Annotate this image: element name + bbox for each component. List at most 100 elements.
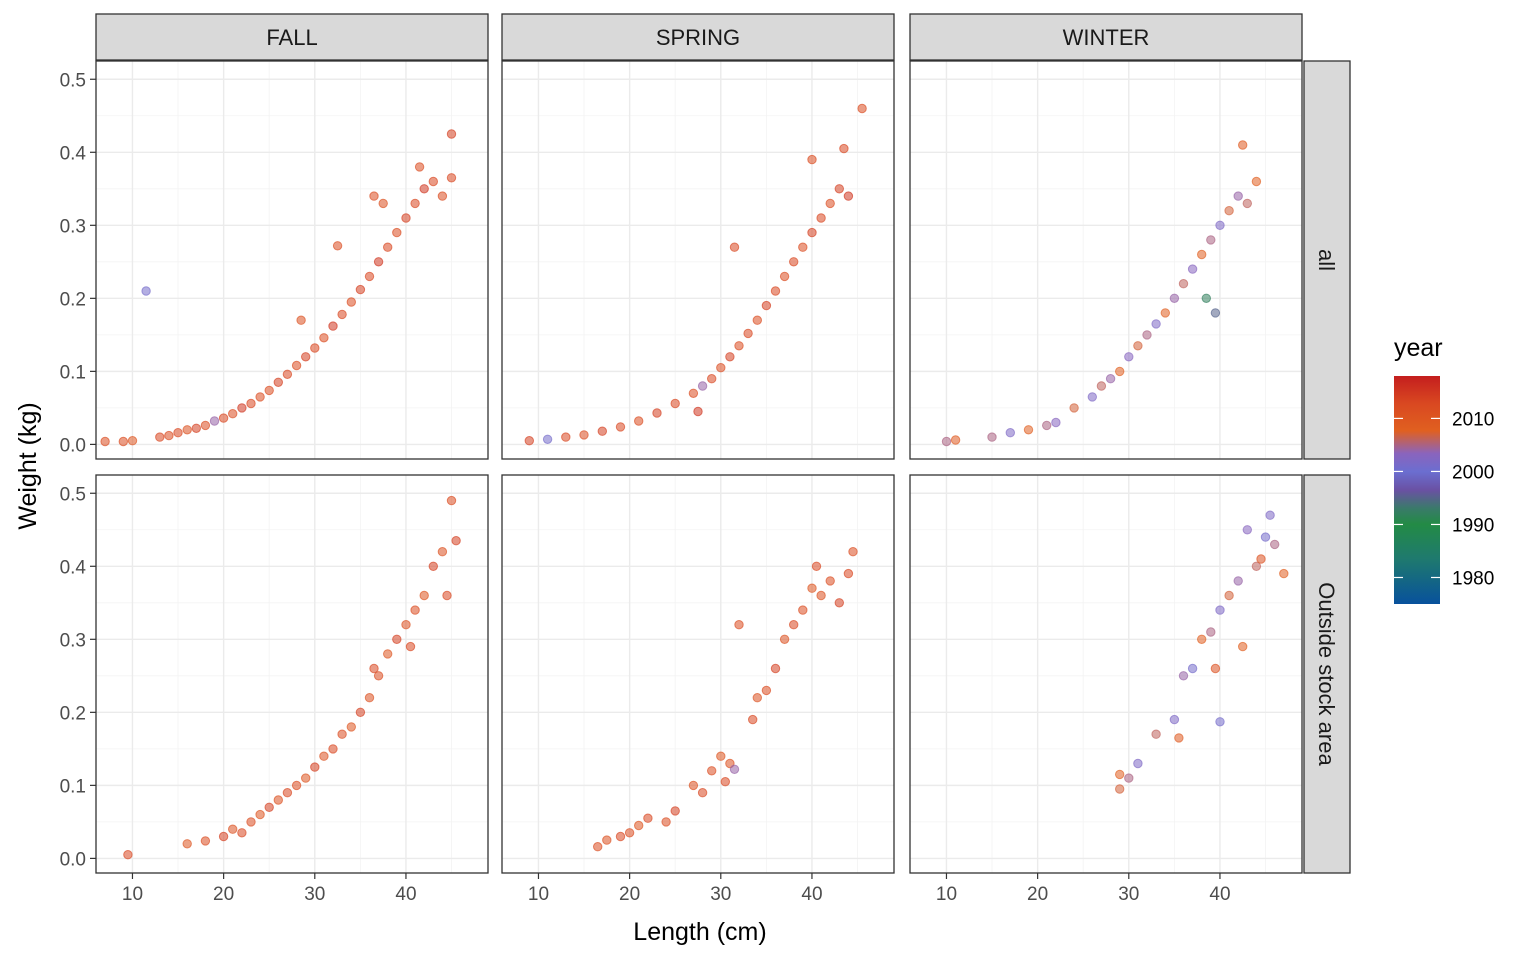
data-point bbox=[419, 590, 429, 601]
data-point bbox=[752, 693, 762, 703]
data-point bbox=[301, 352, 311, 362]
data-point bbox=[392, 227, 402, 238]
data-point bbox=[209, 416, 220, 426]
data-point bbox=[310, 343, 320, 353]
panel-border bbox=[909, 60, 1303, 460]
data-point bbox=[337, 729, 347, 739]
data-point bbox=[1197, 249, 1207, 260]
y-tick-label: 0.1 bbox=[60, 362, 86, 383]
data-point bbox=[383, 649, 393, 659]
data-point bbox=[1023, 425, 1034, 435]
data-point bbox=[1133, 341, 1143, 351]
data-point bbox=[729, 242, 740, 252]
data-point bbox=[1151, 319, 1161, 329]
legend-label: 2000 bbox=[1452, 462, 1494, 483]
strip-background bbox=[909, 13, 1303, 61]
strip-winter: WINTER bbox=[909, 13, 1303, 61]
data-point bbox=[191, 423, 202, 433]
data-point bbox=[182, 839, 192, 849]
y-tick-label: 0.2 bbox=[60, 703, 86, 724]
data-point bbox=[1178, 671, 1189, 681]
data-point bbox=[597, 426, 607, 436]
data-point bbox=[1133, 758, 1143, 769]
data-point bbox=[1087, 392, 1098, 402]
strip-background bbox=[501, 13, 895, 61]
data-point bbox=[1210, 663, 1221, 674]
data-point bbox=[1197, 634, 1207, 644]
data-point bbox=[369, 191, 379, 201]
data-point bbox=[643, 813, 653, 823]
x-tick-label: 20 bbox=[1027, 884, 1048, 905]
data-point bbox=[652, 408, 662, 418]
data-point bbox=[1005, 428, 1015, 438]
data-point bbox=[941, 436, 952, 447]
data-point bbox=[734, 341, 744, 351]
data-point bbox=[319, 751, 329, 761]
data-point bbox=[237, 403, 247, 413]
data-point bbox=[123, 850, 133, 860]
data-point bbox=[1105, 374, 1116, 384]
data-point bbox=[141, 286, 151, 296]
data-point bbox=[761, 300, 772, 311]
data-point bbox=[410, 198, 420, 209]
data-point bbox=[1160, 308, 1171, 318]
strip-label: WINTER bbox=[1063, 25, 1150, 50]
data-point bbox=[670, 398, 680, 409]
data-point bbox=[579, 430, 589, 440]
data-point bbox=[1251, 561, 1262, 571]
data-point bbox=[200, 836, 211, 846]
data-point bbox=[1215, 605, 1225, 615]
data-point bbox=[291, 780, 302, 791]
data-point bbox=[319, 333, 329, 343]
data-point bbox=[693, 406, 703, 417]
data-point bbox=[1256, 554, 1266, 564]
data-point bbox=[264, 802, 274, 812]
data-point bbox=[1051, 417, 1061, 428]
data-point bbox=[1233, 191, 1243, 201]
data-point bbox=[807, 227, 817, 238]
panel-background bbox=[502, 61, 894, 459]
data-point bbox=[834, 598, 844, 608]
data-point bbox=[761, 685, 772, 696]
data-point bbox=[816, 590, 826, 601]
data-point bbox=[1187, 663, 1198, 674]
data-point bbox=[857, 103, 867, 114]
x-axis-title: Length (cm) bbox=[633, 918, 766, 946]
data-point bbox=[100, 436, 110, 447]
data-point bbox=[593, 842, 603, 852]
data-point bbox=[282, 369, 293, 379]
strip-background bbox=[1303, 60, 1351, 460]
data-point bbox=[118, 436, 129, 447]
panel-background bbox=[910, 475, 1302, 873]
data-point bbox=[1042, 420, 1052, 431]
data-point bbox=[428, 561, 438, 571]
data-point bbox=[1206, 235, 1216, 245]
data-point bbox=[264, 385, 274, 396]
legend-title: year bbox=[1394, 334, 1443, 362]
strip-row-all: all bbox=[1303, 60, 1351, 460]
facet-strips: FALL SPRING WINTER all Outside stock area bbox=[95, 13, 1351, 874]
data-point bbox=[811, 561, 822, 571]
data-point bbox=[752, 315, 762, 325]
data-point bbox=[451, 536, 461, 546]
data-point bbox=[378, 198, 388, 209]
data-point bbox=[524, 436, 534, 446]
y-tick-label: 0.1 bbox=[60, 776, 86, 797]
data-point bbox=[401, 213, 411, 223]
data-point bbox=[296, 315, 306, 325]
data-point bbox=[789, 257, 799, 267]
data-point bbox=[1151, 729, 1161, 739]
data-point bbox=[1215, 220, 1225, 231]
panel-background bbox=[910, 61, 1302, 459]
facet-panel-spring-all bbox=[501, 60, 895, 460]
legend-colorbar bbox=[1394, 376, 1440, 604]
data-point bbox=[419, 184, 429, 194]
data-point bbox=[987, 432, 997, 442]
panel-border bbox=[95, 474, 489, 874]
data-point bbox=[1215, 717, 1225, 727]
x-tick-label: 20 bbox=[213, 884, 234, 905]
data-point bbox=[1242, 198, 1253, 209]
x-tick-label: 30 bbox=[1118, 884, 1139, 905]
data-point bbox=[246, 398, 256, 409]
data-point bbox=[843, 191, 854, 201]
